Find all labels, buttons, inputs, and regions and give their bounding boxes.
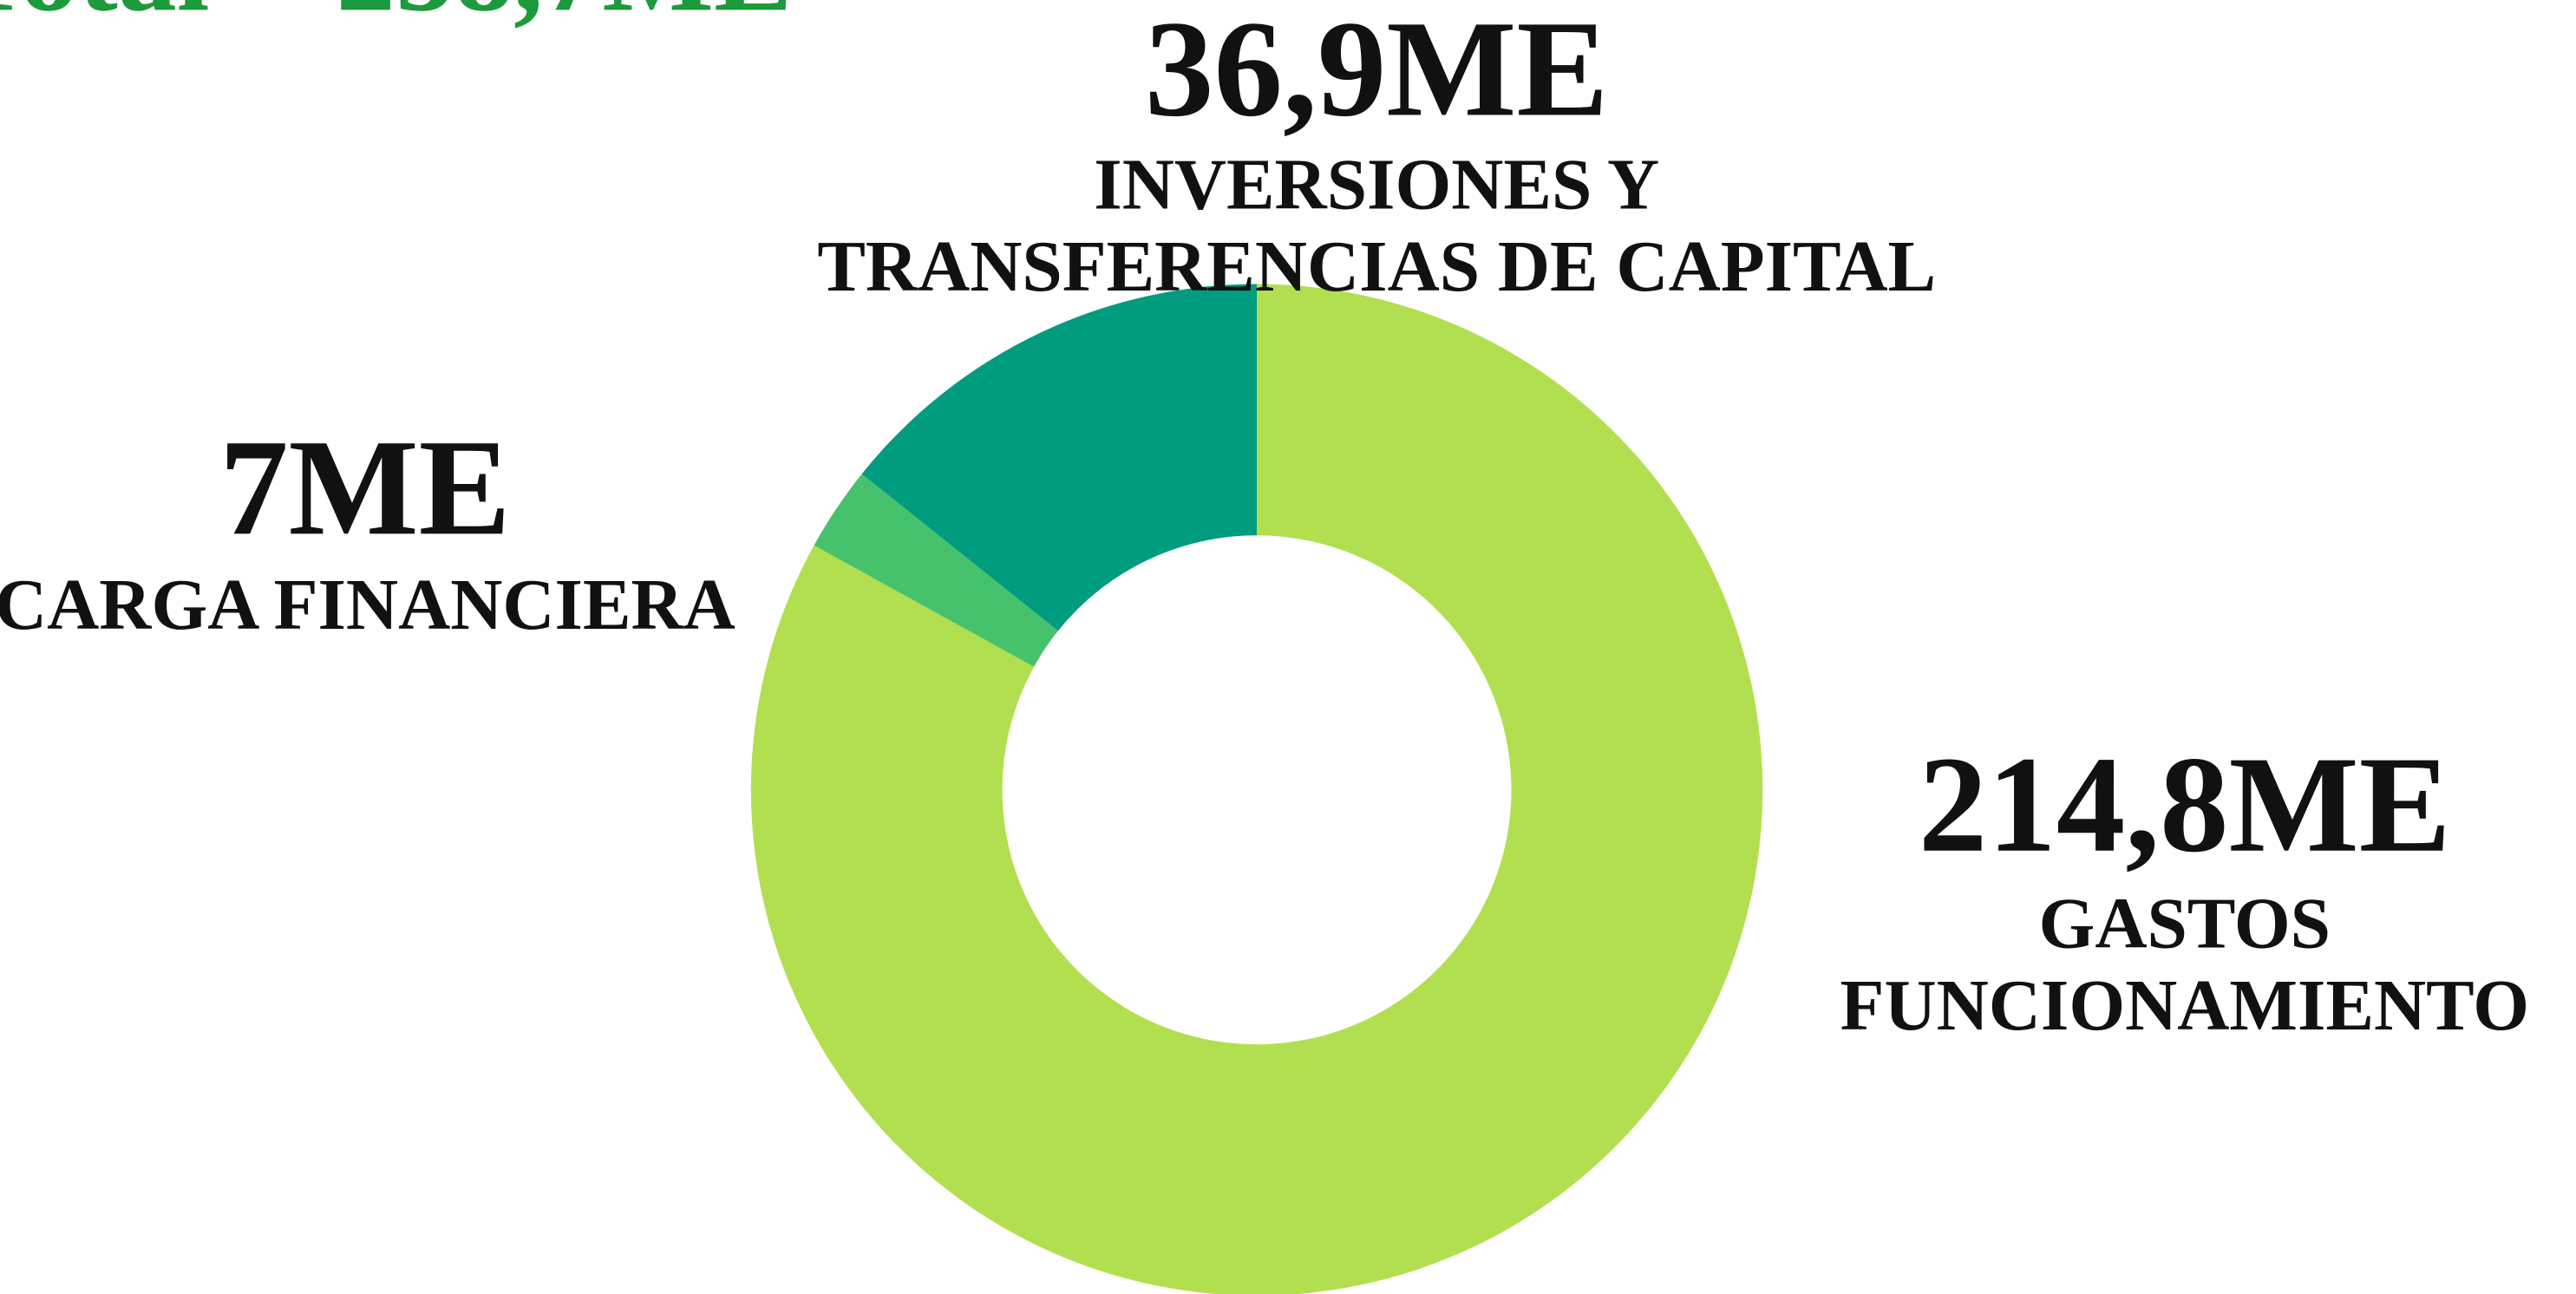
category-label: TRANSFERENCIAS DE CAPITAL [817, 227, 1936, 307]
value-label: 36,9ME [1145, 0, 1608, 146]
value-label: 7ME [219, 411, 511, 564]
donut-segment [861, 284, 1258, 631]
category-label: GASTOS [2039, 884, 2331, 964]
category-label: FUNCIONAMIENTO [1840, 966, 2529, 1046]
donut-segment [750, 284, 1763, 1294]
category-label: CARGA FINANCIERA [0, 565, 736, 645]
donut-segment [814, 474, 1058, 667]
category-label: INVERSIONES Y [1094, 145, 1659, 225]
value-label: 214,8ME [1919, 729, 2451, 881]
chart-title: Total = 258,7ME [0, 0, 793, 36]
